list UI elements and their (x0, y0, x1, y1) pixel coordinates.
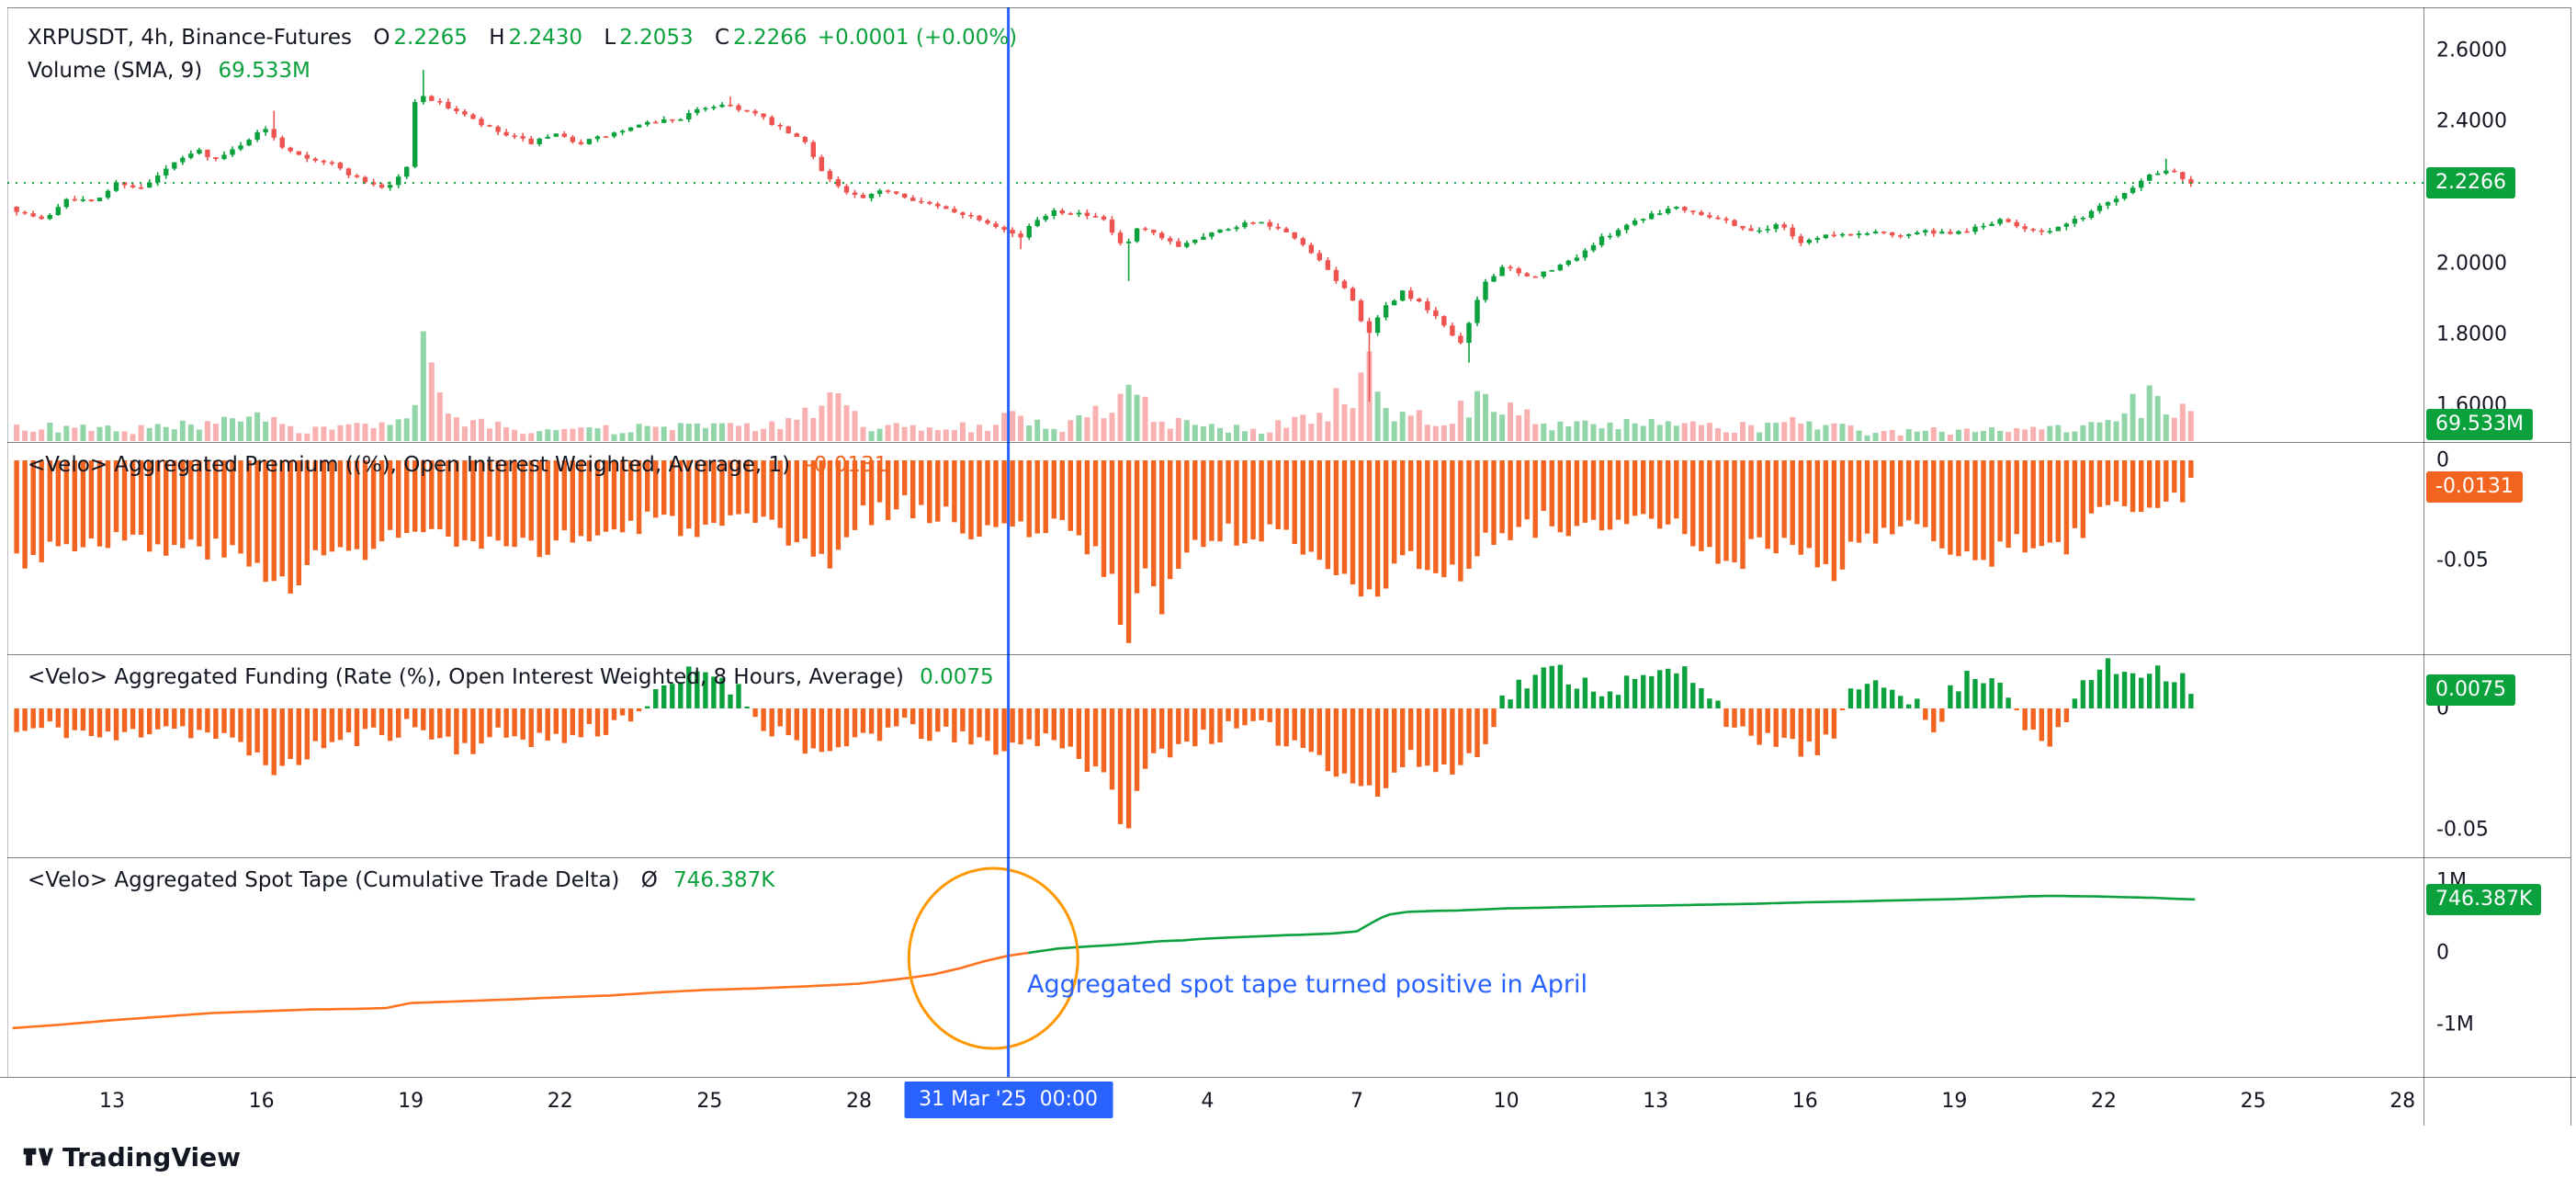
average-symbol: Ø (640, 868, 658, 892)
price-scale-label: 2.0000 (2436, 252, 2507, 276)
pane-divider-funding[interactable] (7, 654, 2570, 655)
right-border (2570, 7, 2571, 1126)
time-tick: 16 (1791, 1090, 1818, 1113)
time-tick: 28 (846, 1090, 872, 1113)
volume-legend[interactable]: Volume (SMA, 9) 69.533M (28, 59, 311, 83)
spot-value-badge: 746.387K (2426, 883, 2542, 915)
ohlc-open-value: 2.2265 (393, 26, 468, 50)
premium-scale-label: -0.05 (2436, 549, 2489, 572)
price-scale-label: 2.4000 (2436, 109, 2507, 133)
volume-value: 69.533M (218, 59, 311, 83)
time-tick: 19 (398, 1090, 424, 1113)
time-tick: 19 (1941, 1090, 1968, 1113)
funding-value: 0.0075 (920, 665, 994, 689)
volume-title: Volume (SMA, 9) (28, 59, 203, 83)
funding-title: <Velo> Aggregated Funding (Rate (%), Ope… (28, 665, 904, 689)
time-tick: 13 (99, 1090, 125, 1113)
price-scale-label: 1.8000 (2436, 323, 2507, 346)
ohlc-low-label: L (604, 26, 616, 50)
chart-top-border (7, 7, 2570, 8)
spot-tape-value: 746.387K (673, 868, 775, 892)
time-tick: 22 (547, 1090, 573, 1113)
premium-value: -0.0131 (806, 453, 888, 477)
ohlc-close-value: 2.2266 (733, 26, 808, 50)
funding-legend[interactable]: <Velo> Aggregated Funding (Rate (%), Ope… (28, 665, 994, 689)
premium-value-badge: -0.0131 (2426, 470, 2523, 503)
time-tick: 4 (1201, 1090, 1215, 1113)
ohlc-high-label: H (489, 26, 505, 50)
price-scale[interactable]: 2.60002.40002.20002.00001.80001.60000-0.… (2423, 0, 2576, 1126)
time-scale[interactable]: 13 16 19 22 25 28 4 7 10 13 16 19 22 25 28 31 Mar '25 0… (0, 1078, 2576, 1126)
tradingview-icon (23, 1148, 53, 1166)
premium-legend[interactable]: <Velo> Aggregated Premium ((%), Open Int… (28, 453, 887, 477)
spot-tape-title: <Velo> Aggregated Spot Tape (Cumulative … (28, 868, 620, 892)
time-tick: 22 (2091, 1090, 2117, 1113)
spot-scale-label: 0 (2436, 941, 2449, 965)
time-tick: 25 (696, 1090, 723, 1113)
last-price-badge: 2.2266 (2426, 167, 2515, 199)
price-scale-divider (2423, 7, 2424, 1126)
premium-scale-label: 0 (2436, 448, 2449, 472)
tradingview-logo[interactable]: TradingView (22, 1141, 241, 1172)
time-axis-divider (0, 1077, 2576, 1078)
time-tick: 16 (248, 1090, 275, 1113)
ohlc-open-label: O (373, 26, 390, 50)
price-scale-label: 2.6000 (2436, 39, 2507, 62)
pane-divider-premium[interactable] (7, 442, 2570, 443)
premium-title: <Velo> Aggregated Premium ((%), Open Int… (28, 453, 791, 477)
symbol-legend[interactable]: XRPUSDT, 4h, Binance-Futures O 2.2265 H 2.… (28, 26, 1017, 50)
ohlc-close-label: C (714, 26, 729, 50)
tradingview-wordmark: TradingView (62, 1141, 241, 1172)
volume-badge: 69.533M (2426, 409, 2533, 440)
ohlc-high-value: 2.2430 (508, 26, 582, 50)
spot-tape-legend[interactable]: <Velo> Aggregated Spot Tape (Cumulative … (28, 868, 774, 892)
time-tick: 7 (1350, 1090, 1363, 1113)
left-border (7, 7, 8, 1077)
time-tick: 25 (2240, 1090, 2266, 1113)
crosshair-date-badge: 31 Mar '25 00:00 (904, 1081, 1113, 1118)
time-tick: 28 (2390, 1090, 2416, 1113)
funding-value-badge: 0.0075 (2426, 674, 2515, 707)
pane-divider-spot[interactable] (7, 857, 2570, 858)
time-tick: 13 (1643, 1090, 1669, 1113)
funding-scale-label: -0.05 (2436, 818, 2489, 842)
spot-scale-label: -1M (2436, 1013, 2474, 1036)
ohlc-low-value: 2.2053 (619, 26, 694, 50)
ohlc-change: +0.0001 (+0.00%) (817, 26, 1018, 50)
symbol-title: XRPUSDT, 4h, Binance-Futures (28, 26, 352, 50)
time-tick: 10 (1493, 1090, 1520, 1113)
text-annotation[interactable]: Aggregated spot tape turned positive in … (1027, 970, 1587, 999)
